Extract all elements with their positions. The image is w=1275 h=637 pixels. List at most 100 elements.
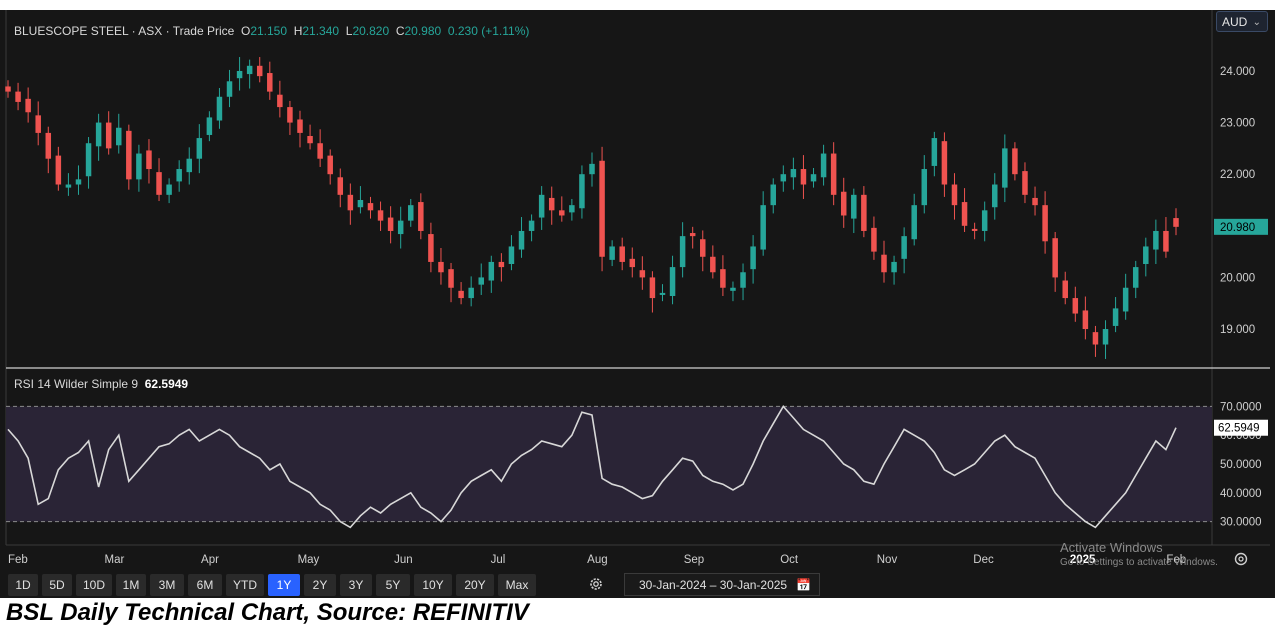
last-price-label: 20.980: [1220, 222, 1255, 234]
candle-body: [1143, 246, 1149, 264]
candle-body: [418, 202, 424, 231]
range-button-5y[interactable]: 5Y: [376, 574, 410, 596]
candle-body: [1022, 171, 1028, 195]
currency-dropdown[interactable]: AUD ⌄: [1216, 11, 1268, 32]
candle-body: [206, 117, 213, 135]
rsi-tick-label: 40.0000: [1220, 488, 1262, 500]
range-button-5d[interactable]: 5D: [42, 574, 72, 596]
rsi-tick-label: 30.0000: [1220, 517, 1262, 529]
candle-body: [136, 153, 142, 180]
candle-body: [840, 191, 847, 216]
range-button-10y[interactable]: 10Y: [414, 574, 452, 596]
candle-body: [1153, 230, 1159, 250]
candle-body: [981, 210, 988, 231]
close-value: 20.980: [404, 24, 442, 38]
candle-body: [85, 143, 92, 177]
candle-body: [619, 246, 625, 262]
open-value: 21.150: [250, 24, 288, 38]
range-button-ytd[interactable]: YTD: [226, 574, 264, 596]
candle-body: [901, 236, 907, 259]
candle-body: [538, 194, 545, 218]
time-tick-label: Sep: [684, 554, 704, 566]
range-button-6m[interactable]: 6M: [188, 574, 222, 596]
candle-body: [1163, 230, 1169, 252]
candle-body: [45, 132, 52, 159]
candle-body: [961, 202, 968, 226]
range-button-20y[interactable]: 20Y: [456, 574, 494, 596]
candle-body: [347, 194, 354, 211]
candle-body: [1102, 329, 1109, 345]
range-button-3m[interactable]: 3M: [150, 574, 184, 596]
candle-body: [790, 169, 797, 178]
candle-body: [105, 122, 112, 149]
candle-body: [146, 150, 152, 170]
candle-body: [367, 203, 374, 211]
range-button-1m[interactable]: 1M: [116, 574, 146, 596]
candle-body: [1032, 197, 1038, 206]
range-button-3y[interactable]: 3Y: [340, 574, 372, 596]
price-tick-label: 22.000: [1220, 169, 1255, 181]
candle-body: [730, 287, 736, 291]
candle-body: [861, 194, 867, 231]
time-tick-label: Aug: [587, 554, 607, 566]
rsi-tick-label: 50.0000: [1220, 459, 1262, 471]
candle-body: [267, 73, 273, 92]
settings-icon[interactable]: [1233, 551, 1249, 567]
figure-caption: BSL Daily Technical Chart, Source: REFIN…: [6, 599, 529, 626]
range-button-10d[interactable]: 10D: [76, 574, 112, 596]
candle-body: [256, 65, 263, 77]
candle-body: [649, 277, 656, 299]
candle-body: [377, 210, 384, 221]
candle-body: [186, 158, 192, 173]
candle-body: [800, 169, 807, 185]
candle-body: [760, 205, 766, 250]
candle-body: [1002, 148, 1008, 188]
candle-body: [548, 197, 555, 211]
candle-body: [710, 256, 716, 273]
candle-body: [770, 184, 776, 206]
candle-body: [95, 122, 102, 147]
candle-body: [307, 136, 313, 144]
rsi-line: [7, 405, 1177, 529]
range-button-max[interactable]: Max: [498, 574, 536, 596]
candle-body: [810, 174, 817, 182]
candle-body: [448, 269, 454, 288]
time-tick-label: Apr: [201, 554, 219, 566]
rsi-legend: RSI 14 Wilder Simple 9 62.5949: [14, 377, 188, 391]
candle-body: [1012, 148, 1018, 175]
range-button-1y[interactable]: 1Y: [268, 574, 300, 596]
candle-body: [941, 141, 948, 185]
time-tick-label: Feb: [1166, 554, 1186, 566]
candlestick-series: [5, 57, 1179, 359]
candle-body: [75, 179, 82, 185]
candle-body: [569, 205, 575, 213]
high-value: 21.340: [302, 24, 340, 38]
candle-body: [609, 246, 615, 260]
date-range-picker[interactable]: 30-Jan-2024 – 30-Jan-2025 📅: [624, 573, 820, 596]
candle-body: [297, 119, 303, 133]
price-tick-label: 20.000: [1220, 272, 1255, 284]
candle-body: [669, 267, 676, 296]
candle-body: [951, 184, 958, 206]
candle-body: [15, 91, 21, 102]
range-button-2y[interactable]: 2Y: [304, 574, 336, 596]
candle-body: [1082, 310, 1089, 330]
candle-body: [408, 205, 414, 221]
candle-body: [1042, 205, 1048, 242]
candle-body: [589, 163, 595, 175]
candle-body: [397, 220, 404, 235]
gear-icon[interactable]: [588, 576, 604, 592]
time-tick-label: Oct: [780, 554, 799, 566]
candle-body: [1052, 238, 1058, 278]
candle-body: [528, 220, 535, 231]
candle-body: [881, 254, 887, 273]
candle-body: [599, 160, 605, 257]
last-rsi-label: 62.5949: [1218, 423, 1260, 435]
candle-body: [126, 130, 132, 180]
rsi-tick-label: 70.0000: [1220, 401, 1262, 413]
candle-body: [830, 153, 837, 195]
candle-body: [750, 246, 756, 270]
range-button-1d[interactable]: 1D: [8, 574, 38, 596]
candle-body: [780, 174, 787, 182]
